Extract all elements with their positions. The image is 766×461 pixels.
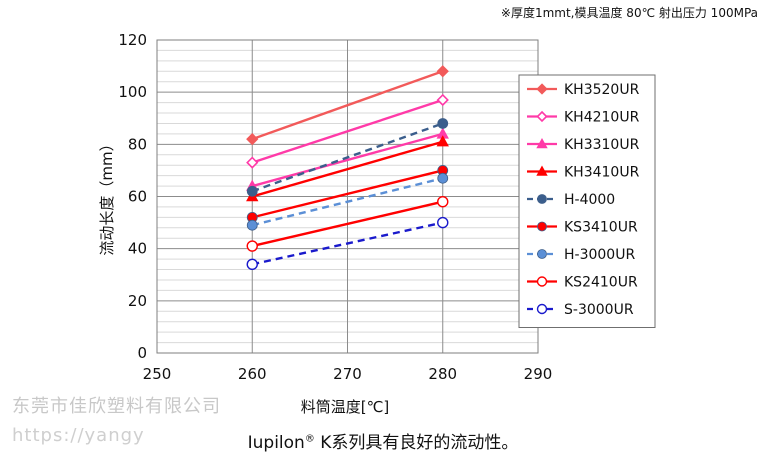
data-point-h-3000ur	[246, 219, 258, 231]
y-tick-label: 20	[128, 292, 147, 310]
y-tick-label: 100	[118, 83, 147, 101]
series-line-kh4210ur	[251, 98, 444, 164]
data-point-s-3000ur	[437, 216, 449, 229]
x-tick-label: 250	[143, 365, 172, 383]
caption-reg: ®	[304, 433, 315, 445]
legend-label-kh3410ur: KH3410UR	[564, 165, 640, 181]
data-point-kh3520ur	[436, 65, 449, 78]
series-line-h-3000ur	[251, 177, 444, 227]
x-tick-label: 260	[238, 365, 267, 383]
x-axis-label: 料筒温度[℃]	[301, 398, 390, 416]
legend-label-ks2410ur: KS2410UR	[564, 275, 638, 291]
caption-rest: K系列具有良好的流动性。	[314, 433, 519, 453]
series-line-s-3000ur	[251, 221, 444, 266]
y-tick-label: 40	[128, 240, 147, 258]
data-point-ks2410ur	[437, 196, 449, 208]
data-point-h-3000ur	[437, 172, 449, 184]
legend-marker-kh3410ur	[536, 165, 548, 176]
legend-marker-kh3310ur	[536, 138, 548, 149]
series-line-kh3520ur	[251, 70, 444, 141]
data-point-kh3520ur	[246, 132, 259, 146]
legend-label-kh4210ur: KH4210UR	[564, 110, 640, 126]
legend-label-kh3310ur: KH3310UR	[564, 137, 640, 153]
x-tick-label: 290	[524, 365, 553, 383]
x-tick-label: 270	[333, 365, 362, 383]
series-line-ks3410ur	[251, 169, 444, 219]
data-point-h-4000	[437, 118, 449, 129]
legend-marker-ks2410ur	[536, 276, 548, 287]
watermark-url: https://yangy	[12, 425, 145, 446]
caption-brand: Iupilon	[247, 433, 305, 453]
series-line-kh3310ur	[251, 132, 444, 188]
data-point-ks2410ur	[246, 240, 258, 252]
caption: Iupilon® K系列具有良好的流动性。	[0, 428, 766, 453]
series-line-ks2410ur	[251, 200, 444, 248]
legend-marker-kh4210ur	[536, 110, 548, 123]
series-line-h-4000	[251, 122, 444, 193]
legend-marker-h-3000ur	[537, 249, 547, 259]
legend-label-kh3520ur: KH3520UR	[564, 82, 640, 98]
y-axis-label: 流动长度（mm）	[98, 136, 116, 255]
legend-marker-h-4000	[537, 194, 547, 204]
y-tick-label: 60	[128, 188, 147, 206]
legend-label-h-3000ur: H-3000UR	[564, 247, 635, 263]
test-condition-note: ※厚度1mmt,模具温度 80℃ 射出压力 100MPa	[500, 6, 758, 20]
legend-marker-ks3410ur	[537, 221, 547, 232]
x-tick-label: 280	[428, 365, 457, 383]
legend-marker-kh3520ur	[536, 83, 548, 95]
legend-label-ks3410ur: KS3410UR	[564, 220, 638, 236]
y-tick-label: 80	[128, 135, 147, 153]
watermark-company: 东莞市佳欣塑料有限公司	[12, 396, 221, 417]
series-line-kh3410ur	[251, 140, 444, 198]
legend-marker-s-3000ur	[536, 303, 548, 315]
data-point-kh3410ur	[436, 135, 449, 147]
data-point-kh4210ur	[436, 93, 449, 107]
y-tick-label: 120	[118, 31, 147, 49]
data-point-kh4210ur	[246, 156, 259, 169]
data-point-h-4000	[246, 185, 258, 197]
data-point-s-3000ur	[246, 258, 258, 271]
y-tick-label: 0	[137, 344, 147, 362]
legend-label-h-4000: H-4000	[564, 192, 615, 208]
legend-label-s-3000ur: S-3000UR	[564, 302, 634, 318]
